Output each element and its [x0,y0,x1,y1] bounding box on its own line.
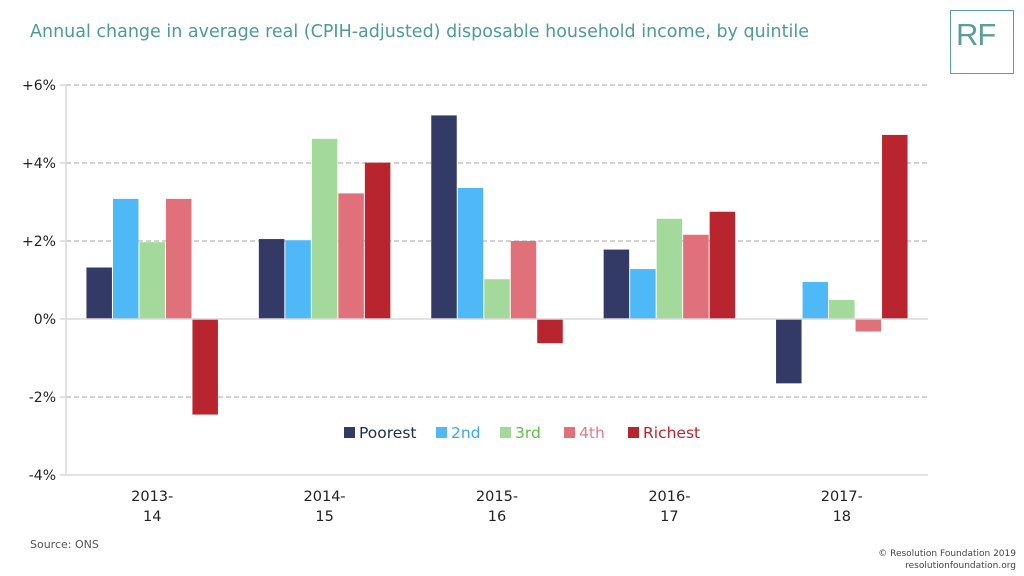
legend-label: Poorest [359,424,416,442]
x-tick-label: 15 [315,509,333,525]
legend: Poorest 2nd 3rd 4th Richest [344,424,700,442]
y-tick-label: -2% [29,390,56,406]
bar [776,319,802,384]
bar [603,249,630,319]
bar [537,319,563,344]
bar [364,162,391,319]
bar [829,299,855,319]
bar [484,279,510,319]
bar [510,241,537,319]
bar [431,115,457,319]
y-tick-label: +2% [22,234,56,250]
source-note: Source: ONS [30,538,99,551]
bar [802,281,829,319]
bar [165,198,192,319]
x-tick-label: 18 [833,509,851,525]
bar [285,240,311,319]
bar [656,218,683,319]
bar [683,234,709,319]
x-tick-label: 16 [488,509,506,525]
bar [630,269,656,319]
legend-label: 4th [579,424,605,442]
x-tick-label: 2017- [821,489,863,505]
legend-swatch [436,427,447,438]
y-tick-label: 0% [34,312,56,328]
legend-label: 2nd [451,424,481,442]
y-tick-label: +4% [22,156,56,172]
bar [338,193,364,319]
x-tick-label: 14 [143,509,161,525]
y-tick-label: -4% [29,468,56,484]
bar [882,134,908,319]
legend-label: 3rd [515,424,541,442]
copyright-line: © Resolution Foundation 2019 [878,549,1016,559]
bar [139,242,165,319]
legend-swatch [564,427,575,438]
x-tick-label: 2015- [476,489,518,505]
copyright: © Resolution Foundation 2019 resolutionf… [878,548,1016,572]
bar [311,138,338,319]
legend-swatch [628,427,639,438]
chart-title: Annual change in average real (CPIH-adju… [30,22,809,42]
bar [855,319,882,332]
bar [709,211,736,319]
rf-logo: RF [950,10,1014,74]
bars [86,115,908,415]
x-tick-label: 2014- [304,489,346,505]
bar [192,319,218,415]
bar [86,267,112,319]
rf-logo-text: RF [956,17,996,52]
legend-swatch [344,427,355,438]
axes: +6% +4% +2% 0% -2% -4% 2013- 14 2014- 15 2015- 16 20… [22,78,928,525]
y-tick-label: +6% [22,78,56,94]
x-tick-label: 2013- [131,489,173,505]
bar [112,198,139,319]
x-tick-label: 2016- [648,489,690,505]
legend-label: Richest [643,424,700,442]
website-line: resolutionfoundation.org [905,561,1016,571]
bar [258,239,285,319]
bar [457,187,484,319]
x-tick-label: 17 [660,509,678,525]
legend-swatch [500,427,511,438]
